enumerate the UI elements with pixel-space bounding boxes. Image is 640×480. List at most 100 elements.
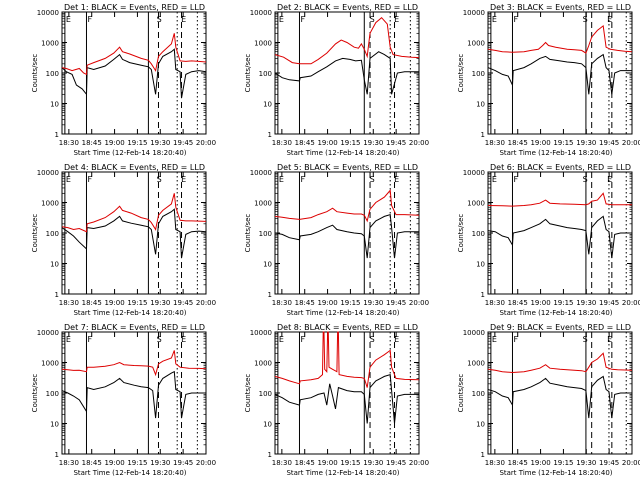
x-tick-label: 18:30 xyxy=(272,139,292,147)
lld-series-line xyxy=(274,189,420,223)
y-axis-label: Counts/sec xyxy=(244,374,252,413)
marker-label: E xyxy=(181,175,186,184)
y-tick-label: 100 xyxy=(46,230,59,238)
x-tick-label: 20:00 xyxy=(409,459,429,467)
x-tick-label: 20:00 xyxy=(622,299,640,307)
x-tick-label: 18:30 xyxy=(59,299,79,307)
marker-label: S xyxy=(370,175,375,184)
x-tick-label: 19:45 xyxy=(386,459,406,467)
x-tick-label: 20:00 xyxy=(409,139,429,147)
x-axis-label: Start Time (12-Feb-14 18:20:40) xyxy=(286,469,399,477)
marker-label: S xyxy=(157,335,162,344)
x-tick-label: 20:00 xyxy=(622,139,640,147)
x-tick-label: 20:00 xyxy=(622,459,640,467)
x-tick-label: 20:00 xyxy=(196,299,216,307)
events-series-line xyxy=(61,48,207,99)
x-tick-label: 19:15 xyxy=(553,139,573,147)
detector-panel: Det 8: BLACK = Events, RED = LLD 1 10 100 10… xyxy=(244,323,429,477)
y-tick-label: 1 xyxy=(268,131,272,139)
x-tick-label: 18:30 xyxy=(485,299,505,307)
marker-label: F xyxy=(87,175,92,184)
marker-label: F xyxy=(87,335,92,344)
panel-title: Det 3: BLACK = Events, RED = LLD xyxy=(490,3,631,12)
x-tick-label: 19:00 xyxy=(317,459,337,467)
panel-title: Det 7: BLACK = Events, RED = LLD xyxy=(64,323,205,332)
y-tick-label: 1000 xyxy=(254,360,272,368)
y-axis-label: Counts/sec xyxy=(31,54,39,93)
x-axis-label: Start Time (12-Feb-14 18:20:40) xyxy=(286,149,399,157)
x-axis-label: Start Time (12-Feb-14 18:20:40) xyxy=(499,309,612,317)
x-tick-label: 19:30 xyxy=(576,139,596,147)
marker-label: E xyxy=(66,335,71,344)
marker-label: F xyxy=(513,335,518,344)
x-tick-label: 19:00 xyxy=(104,139,124,147)
marker-label: S xyxy=(583,175,588,184)
x-axis-label: Start Time (12-Feb-14 18:20:40) xyxy=(73,149,186,157)
x-tick-label: 18:45 xyxy=(82,459,102,467)
y-tick-label: 10000 xyxy=(463,329,485,337)
x-tick-label: 18:45 xyxy=(295,459,315,467)
marker-label: S xyxy=(157,15,162,24)
y-tick-label: 10 xyxy=(263,261,272,269)
axes-frame xyxy=(487,171,633,295)
axes-frame xyxy=(487,11,633,135)
y-tick-label: 1000 xyxy=(254,200,272,208)
events-series-line xyxy=(487,53,632,95)
y-tick-label: 10000 xyxy=(37,9,59,17)
marker-label: E xyxy=(607,335,612,344)
marker-label: S xyxy=(583,335,588,344)
lld-series-line xyxy=(274,331,420,388)
x-tick-label: 18:45 xyxy=(295,139,315,147)
x-tick-label: 19:45 xyxy=(173,459,193,467)
x-tick-label: 19:00 xyxy=(530,139,550,147)
y-axis-label: Counts/sec xyxy=(31,214,39,253)
y-tick-label: 1 xyxy=(268,291,272,299)
x-tick-label: 19:45 xyxy=(173,139,193,147)
y-tick-label: 10000 xyxy=(250,9,272,17)
lld-series-line xyxy=(61,193,207,233)
marker-label: S xyxy=(157,175,162,184)
y-tick-label: 10 xyxy=(476,101,485,109)
events-series-line xyxy=(274,373,419,424)
y-tick-label: 10 xyxy=(263,101,272,109)
y-tick-label: 10000 xyxy=(37,329,59,337)
marker-label: E xyxy=(279,15,284,24)
x-axis-label: Start Time (12-Feb-14 18:20:40) xyxy=(499,149,612,157)
marker-label: E xyxy=(394,175,399,184)
marker-label: S xyxy=(370,15,375,24)
y-tick-label: 10 xyxy=(50,421,59,429)
x-tick-label: 19:30 xyxy=(363,459,383,467)
x-axis-label: Start Time (12-Feb-14 18:20:40) xyxy=(286,309,399,317)
marker-label: E xyxy=(181,15,186,24)
y-tick-label: 10000 xyxy=(37,169,59,177)
marker-label: F xyxy=(300,175,305,184)
x-tick-label: 19:15 xyxy=(127,299,147,307)
events-series-line xyxy=(61,370,206,419)
x-tick-label: 19:15 xyxy=(127,139,147,147)
events-series-line xyxy=(61,208,207,259)
x-tick-label: 20:00 xyxy=(196,139,216,147)
y-tick-label: 10000 xyxy=(250,329,272,337)
lld-series-line xyxy=(61,350,207,377)
detector-panel: Det 3: BLACK = Events, RED = LLD 1 10 100 10… xyxy=(457,3,640,157)
x-tick-label: 19:15 xyxy=(553,459,573,467)
y-tick-label: 1 xyxy=(55,131,59,139)
y-tick-label: 100 xyxy=(259,70,272,78)
detector-panel: Det 6: BLACK = Events, RED = LLD 1 10 100 10… xyxy=(457,163,640,317)
marker-label: S xyxy=(370,335,375,344)
events-series-line xyxy=(487,375,632,419)
x-tick-label: 18:45 xyxy=(295,299,315,307)
x-tick-label: 19:15 xyxy=(340,299,360,307)
x-tick-label: 19:00 xyxy=(104,299,124,307)
x-tick-label: 19:15 xyxy=(553,299,573,307)
axes-frame xyxy=(274,331,420,455)
x-tick-label: 19:45 xyxy=(599,299,619,307)
x-tick-label: 19:30 xyxy=(576,299,596,307)
y-axis-label: Counts/sec xyxy=(244,54,252,93)
marker-label: E xyxy=(607,175,612,184)
x-tick-label: 19:45 xyxy=(386,299,406,307)
panel-title: Det 6: BLACK = Events, RED = LLD xyxy=(490,163,631,172)
x-tick-label: 18:30 xyxy=(485,459,505,467)
detector-panel: Det 2: BLACK = Events, RED = LLD 1 10 100 10… xyxy=(244,3,429,157)
y-tick-label: 1000 xyxy=(41,360,59,368)
